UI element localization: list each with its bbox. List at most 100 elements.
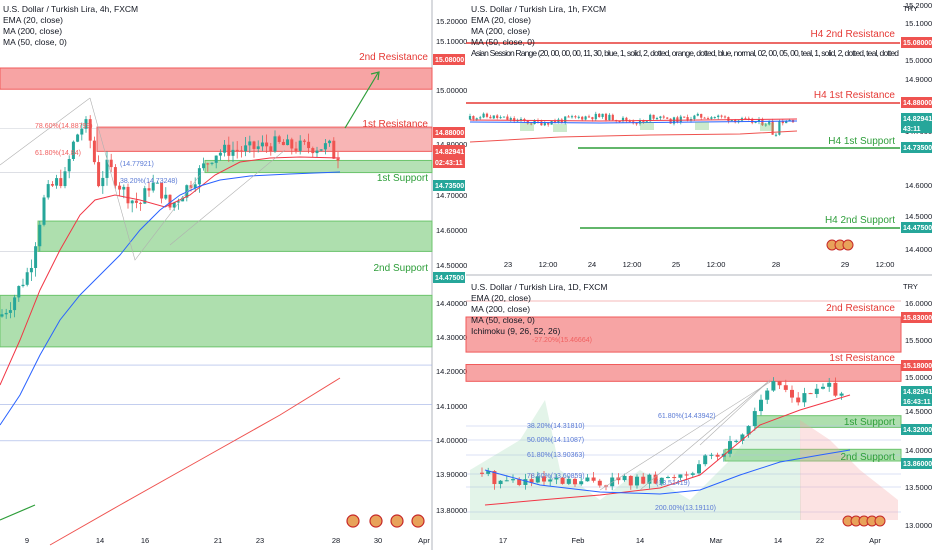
h4-candle (298, 140, 302, 151)
d1-candle (486, 471, 491, 474)
h1-y-axis: TRY15.2000015.1000015.0000014.9000014.80… (901, 1, 932, 254)
h1-candle (492, 115, 495, 119)
h4-candle (84, 119, 88, 129)
d1-candle (573, 478, 577, 485)
d1-candle (715, 454, 720, 457)
h1-candle (584, 116, 587, 120)
h1-candle (570, 116, 574, 118)
h1-x-tick: 12:00 (876, 260, 895, 269)
h4-x-tick: Apr (418, 536, 430, 545)
h1-candle (761, 119, 764, 126)
h1-candle (598, 113, 601, 118)
d1-y-tick: 15.50000 (905, 336, 932, 345)
h4-y-tick: 13.90000 (436, 470, 467, 479)
d1-last-price: 14.82941 (903, 389, 932, 396)
h4-level-label: 1st Resistance (362, 119, 428, 130)
d1-price-tag-text: 14.32000 (903, 427, 932, 434)
h4-arrow-line (344, 72, 379, 129)
h1-x-tick: 24 (588, 260, 596, 269)
h4-candle (50, 184, 54, 186)
d1-x-tick: 14 (636, 536, 644, 545)
h4-price-tag (433, 54, 465, 65)
h4-candle (130, 200, 134, 204)
d1-candle (641, 476, 646, 484)
h4-candle (332, 140, 336, 159)
d1-resistance-zone-2 (465, 316, 902, 353)
h4-support-zone-2 (37, 220, 433, 252)
h1-candle (781, 121, 784, 124)
h1-candle (608, 114, 611, 121)
h4-x-tick: 16 (141, 536, 149, 545)
h4-candle (273, 136, 277, 152)
h1-price-tag (901, 37, 932, 48)
d1-candle (535, 476, 540, 483)
d1-candle (548, 479, 553, 482)
h4-candle (38, 224, 42, 247)
h1-asian-box (695, 122, 709, 130)
d1-fib-label: 61.80%(13.90363) (527, 452, 585, 459)
h1-y-tick: 15.00000 (905, 56, 932, 65)
d1-fib-label: 61.80%(14.43942) (658, 413, 716, 420)
h1-candle (696, 113, 699, 116)
h4-candle (63, 171, 67, 187)
d1-candle (783, 385, 788, 390)
h4-candle (168, 194, 172, 208)
h4-candle (0, 314, 4, 317)
d1-trendline (639, 379, 771, 491)
h1-level-label: H4 2nd Resistance (811, 29, 896, 40)
h1-x-tick: 29 (841, 260, 849, 269)
h1-candle (713, 117, 716, 119)
d1-candles (480, 377, 844, 491)
d1-candle (517, 479, 522, 485)
h1-level-label: H4 2nd Support (825, 215, 895, 226)
h4-ma200-line (49, 377, 341, 546)
h1-candle (591, 117, 594, 120)
d1-candle (647, 474, 652, 484)
h4-candle (122, 186, 126, 190)
h1-price-tag (901, 142, 932, 153)
h1-countdown: 43:11 (903, 126, 921, 133)
h1-price-tag (901, 97, 932, 108)
d1-level-label: 1st Support (844, 417, 895, 428)
d1-fib-label: 78.60%(13.60859) (527, 473, 585, 480)
h1-candle (676, 117, 679, 122)
d1-candle (591, 477, 596, 481)
h4-last-price: 14.82941 (435, 149, 464, 156)
h4-candle (235, 149, 239, 151)
d1-fib-label: 38.20%(14.31810) (527, 423, 585, 430)
h4-candle (143, 188, 147, 204)
d1-candle (666, 477, 670, 479)
d1-candle (678, 474, 683, 478)
h4-candle (319, 149, 323, 151)
d1-candle (585, 477, 590, 482)
h4-price-tag-text: 14.73500 (435, 183, 464, 190)
d1-candle (560, 477, 565, 484)
h1-candle (587, 116, 591, 118)
h4-countdown: 02:43:11 (435, 160, 463, 167)
h1-candle (754, 121, 757, 123)
d1-currency-label: TRY (903, 282, 918, 291)
h4-candle (21, 284, 25, 287)
d1-ma50-line (484, 449, 851, 495)
h4-fib-label: 38.20%(14.73248) (120, 178, 178, 185)
h1-candle (496, 115, 499, 118)
h4-candle (323, 143, 327, 150)
h4-level-label: 1st Support (377, 173, 428, 184)
h4-candle (105, 159, 109, 178)
event-flag-icon (369, 514, 383, 528)
d1-candle (542, 476, 546, 482)
h1-x-tick: 25 (672, 260, 680, 269)
h1-candle (683, 116, 686, 118)
h4-trendline (0, 97, 91, 166)
h4-candle (328, 140, 332, 144)
d1-candle (511, 479, 515, 481)
h4-candle (265, 142, 269, 147)
h4-candle (88, 119, 92, 141)
d1-fib-label: -27.20%(15.46664) (532, 337, 592, 344)
h1-candles (468, 111, 795, 137)
h4-candle (67, 159, 71, 172)
h1-candle (669, 118, 672, 124)
h4-candle (17, 286, 21, 298)
d1-candle (480, 472, 484, 474)
